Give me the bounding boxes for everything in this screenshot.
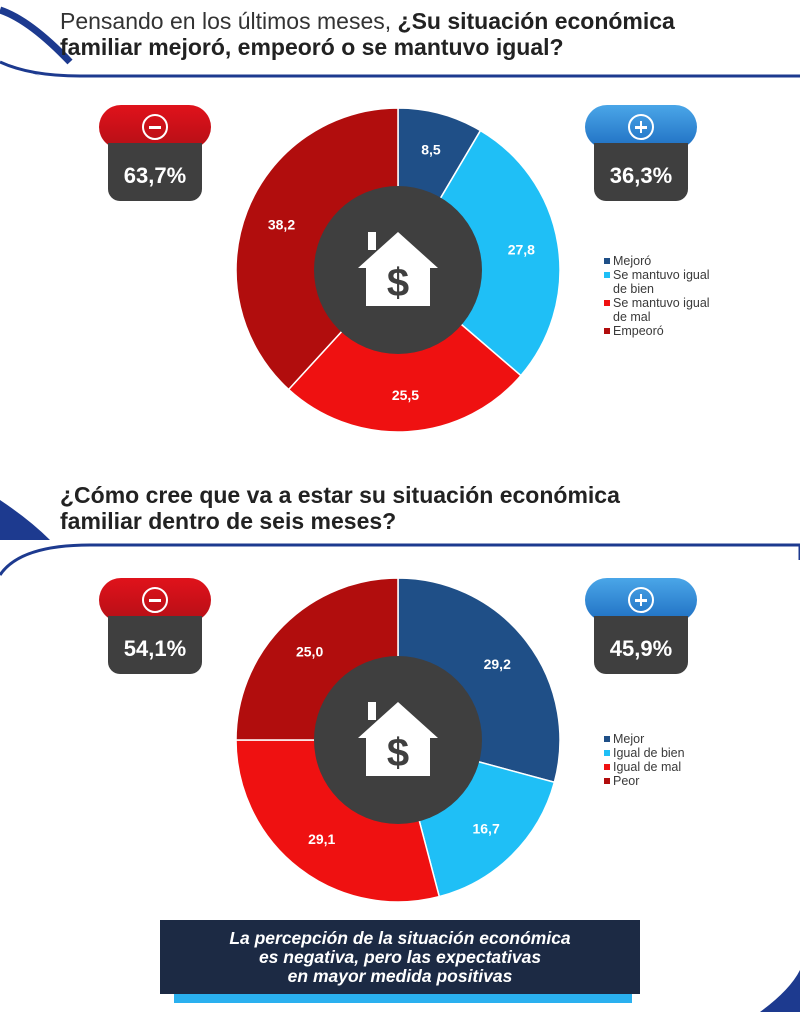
minus-circle-icon [142, 114, 168, 140]
q2-positive-value: 45,9% [609, 636, 673, 661]
slice-value-label: 25,0 [296, 644, 323, 660]
house-dollar-icon: $ [358, 702, 438, 776]
middle-arc-left [0, 500, 50, 540]
legend-label: Peor [613, 774, 640, 788]
legend-label: Igual de bien [613, 746, 685, 760]
plus-pill [585, 578, 697, 622]
slice-value-label: 38,2 [268, 217, 295, 233]
legend-item: Mejoró [604, 254, 710, 268]
q1-negative-box: 63,7% [108, 143, 202, 201]
legend-item: Peor [604, 774, 685, 788]
dollar-symbol: $ [387, 261, 409, 305]
question-1-title-line-2: familiar mejoró, empeoró o se mantuvo ig… [60, 34, 564, 60]
q2-negative-badge: 54,1% [99, 578, 211, 680]
dollar-symbol: $ [387, 731, 409, 775]
q2-positive-badge: 45,9% [585, 578, 697, 680]
legend-label: Mejor [613, 732, 645, 746]
legend-item: Mejor [604, 732, 685, 746]
q2-legend: Mejor Igual de bien Igual de mal Peor [604, 732, 685, 788]
slice-value-label: 29,1 [308, 831, 335, 847]
slice-value-label: 25,5 [392, 387, 419, 403]
q1-positive-badge: 36,3% [585, 105, 697, 207]
minus-pill [99, 578, 211, 622]
question-1-emphasis: ¿Su situación económica [397, 8, 675, 34]
legend-label: Se mantuvo igual de bien [613, 268, 710, 296]
slice-value-label: 16,7 [472, 821, 499, 837]
legend-item: Igual de mal [604, 760, 685, 774]
callout-accent-strip [174, 994, 632, 1003]
q2-negative-box: 54,1% [108, 616, 202, 674]
q1-negative-badge: 63,7% [99, 105, 211, 207]
slice-value-label: 8,5 [421, 141, 441, 157]
legend-swatch [604, 300, 610, 306]
legend-item: Se mantuvo igual de bien [604, 268, 710, 296]
legend-label: Empeoró [613, 324, 664, 338]
question-1-title-line-1: Pensando en los últimos meses, ¿Su situa… [60, 8, 675, 34]
plus-pill [585, 105, 697, 149]
house-dollar-icon: $ [358, 232, 438, 306]
chimney [368, 702, 376, 720]
question-2-title-line-1: ¿Cómo cree que va a estar su situación e… [60, 482, 620, 508]
top-arc [0, 6, 73, 65]
legend-swatch [604, 328, 610, 334]
conclusion-callout: La percepción de la situación económica … [160, 920, 640, 994]
chimney [368, 232, 376, 250]
legend-item: Se mantuvo igual de mal [604, 296, 710, 324]
legend-swatch [604, 272, 610, 278]
q1-positive-value: 36,3% [609, 163, 673, 188]
question-1-intro: Pensando en los últimos meses, [60, 8, 398, 34]
q2-positive-box: 45,9% [594, 616, 688, 674]
plus-circle-icon [628, 114, 654, 140]
legend-item: Igual de bien [604, 746, 685, 760]
question-2-title-line-2: familiar dentro de seis meses? [60, 508, 397, 534]
q1-positive-box: 36,3% [594, 143, 688, 201]
legend-swatch [604, 258, 610, 264]
legend-label: Mejoró [613, 254, 652, 268]
plus-circle-icon [628, 587, 654, 613]
slice-value-label: 29,2 [484, 656, 511, 672]
legend-swatch [604, 736, 610, 742]
legend-item: Empeoró [604, 324, 710, 338]
q1-legend: Mejoró Se mantuvo igual de bien Se mantuvo… [604, 254, 710, 338]
legend-label: Igual de mal [613, 760, 682, 774]
legend-swatch [604, 778, 610, 784]
callout-text: La percepción de la situación económica … [229, 928, 571, 986]
minus-pill [99, 105, 211, 149]
minus-circle-icon [142, 587, 168, 613]
legend-label: Se mantuvo igual de mal [613, 296, 710, 324]
legend-swatch [604, 750, 610, 756]
q1-negative-value: 63,7% [123, 163, 187, 188]
house-shape [358, 702, 438, 776]
legend-swatch [604, 764, 610, 770]
slice-value-label: 27,8 [508, 242, 535, 258]
house-shape [358, 232, 438, 306]
bottom-arc-right [760, 970, 800, 1012]
q2-negative-value: 54,1% [123, 636, 187, 661]
